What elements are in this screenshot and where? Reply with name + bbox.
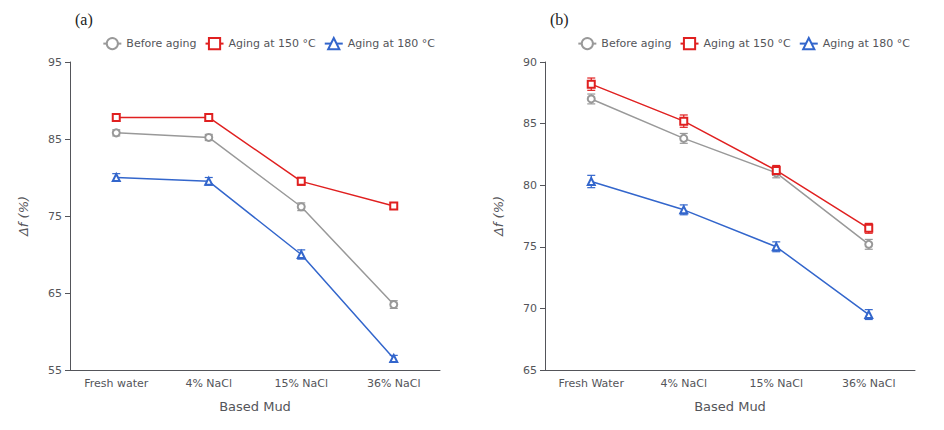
svg-text:15% NaCl: 15% NaCl xyxy=(749,377,803,390)
svg-text:75: 75 xyxy=(48,210,62,223)
svg-text:(a): (a) xyxy=(75,11,93,29)
svg-text:85: 85 xyxy=(523,117,537,130)
svg-text:90: 90 xyxy=(523,56,537,69)
svg-text:70: 70 xyxy=(523,302,537,315)
svg-text:95: 95 xyxy=(48,56,62,69)
svg-text:Before aging: Before aging xyxy=(601,37,671,50)
svg-text:Δf (%): Δf (%) xyxy=(16,196,31,237)
svg-text:55: 55 xyxy=(48,364,62,377)
svg-text:Based Mud: Based Mud xyxy=(694,399,766,414)
svg-text:36% NaCl: 36% NaCl xyxy=(842,377,896,390)
svg-text:Based Mud: Based Mud xyxy=(219,399,291,414)
svg-text:85: 85 xyxy=(48,133,62,146)
svg-text:Aging at 180 °C: Aging at 180 °C xyxy=(823,37,911,50)
svg-text:65: 65 xyxy=(48,287,62,300)
svg-text:Aging at 180 °C: Aging at 180 °C xyxy=(348,37,436,50)
svg-text:4% NaCl: 4% NaCl xyxy=(185,377,232,390)
svg-text:(b): (b) xyxy=(550,11,569,29)
svg-text:15% NaCl: 15% NaCl xyxy=(274,377,328,390)
svg-text:Aging at 150 °C: Aging at 150 °C xyxy=(229,37,317,50)
svg-text:Fresh Water: Fresh Water xyxy=(559,377,625,390)
svg-text:Fresh water: Fresh water xyxy=(84,377,149,390)
svg-text:80: 80 xyxy=(523,179,537,192)
svg-text:Before aging: Before aging xyxy=(126,37,196,50)
svg-text:65: 65 xyxy=(523,364,537,377)
svg-text:Aging at 150 °C: Aging at 150 °C xyxy=(704,37,792,50)
svg-text:4% NaCl: 4% NaCl xyxy=(660,377,707,390)
svg-text:75: 75 xyxy=(523,240,537,253)
svg-text:36% NaCl: 36% NaCl xyxy=(367,377,421,390)
svg-text:Δf (%): Δf (%) xyxy=(491,196,506,237)
